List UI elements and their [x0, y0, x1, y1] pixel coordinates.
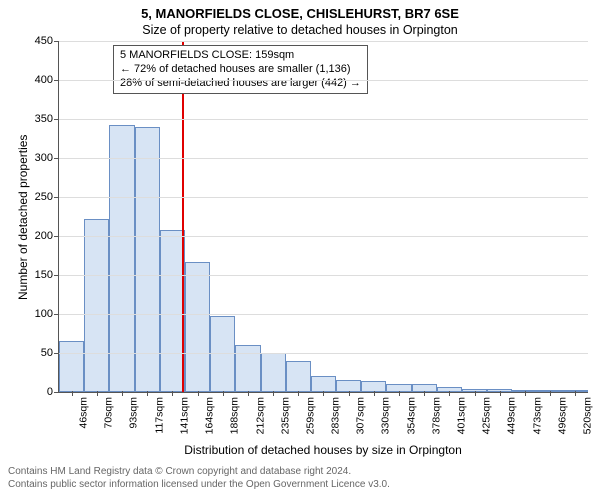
- bar: 354sqm: [386, 384, 411, 392]
- y-axis-label: Number of detached properties: [16, 135, 30, 300]
- x-tick-mark: [223, 391, 224, 396]
- x-tick-label: 378sqm: [430, 397, 442, 434]
- x-tick-mark: [298, 391, 299, 396]
- gridline: [59, 41, 588, 42]
- x-tick-mark: [147, 391, 148, 396]
- x-tick-label: 473sqm: [531, 397, 543, 434]
- gridline: [59, 197, 588, 198]
- annotation-line2: ← 72% of detached houses are smaller (1,…: [120, 63, 361, 77]
- bar: 401sqm: [437, 387, 462, 392]
- y-tick-label: 350: [35, 113, 59, 125]
- x-tick-mark: [97, 391, 98, 396]
- footer: Contains HM Land Registry data © Crown c…: [0, 457, 600, 491]
- x-tick-mark: [449, 391, 450, 396]
- chart-container: 5, MANORFIELDS CLOSE, CHISLEHURST, BR7 6…: [0, 0, 600, 500]
- x-tick-mark: [424, 391, 425, 396]
- x-tick-mark: [122, 391, 123, 396]
- x-tick-mark: [550, 391, 551, 396]
- bar: 449sqm: [487, 389, 512, 392]
- y-tick-label: 50: [41, 347, 59, 359]
- x-tick-label: 520sqm: [581, 397, 593, 434]
- x-tick-label: 141sqm: [178, 397, 190, 434]
- bar: 496sqm: [538, 390, 563, 392]
- bar: 283sqm: [311, 376, 336, 392]
- plot-area: 46sqm70sqm93sqm117sqm141sqm164sqm188sqm2…: [58, 41, 588, 393]
- bar: 259sqm: [286, 361, 311, 392]
- bar: 46sqm: [59, 341, 84, 392]
- y-tick-label: 400: [35, 74, 59, 86]
- x-tick-mark: [172, 391, 173, 396]
- x-tick-label: 212sqm: [254, 397, 266, 434]
- chart-title-sub: Size of property relative to detached ho…: [0, 21, 600, 41]
- y-tick-label: 150: [35, 269, 59, 281]
- x-tick-mark: [500, 391, 501, 396]
- x-tick-label: 164sqm: [204, 397, 216, 434]
- x-tick-label: 354sqm: [405, 397, 417, 434]
- bar: 93sqm: [109, 125, 134, 392]
- bar: 378sqm: [412, 384, 437, 392]
- y-tick-label: 0: [47, 386, 59, 398]
- chart-area: 46sqm70sqm93sqm117sqm141sqm164sqm188sqm2…: [58, 41, 588, 393]
- x-tick-mark: [475, 391, 476, 396]
- x-tick-label: 449sqm: [506, 397, 518, 434]
- x-tick-mark: [72, 391, 73, 396]
- bar: 70sqm: [84, 219, 109, 392]
- x-tick-label: 235sqm: [279, 397, 291, 434]
- bar: 188sqm: [210, 316, 235, 392]
- x-tick-mark: [374, 391, 375, 396]
- x-tick-label: 496sqm: [556, 397, 568, 434]
- bar: 164sqm: [185, 262, 210, 392]
- y-tick-label: 100: [35, 308, 59, 320]
- x-tick-label: 188sqm: [229, 397, 241, 434]
- x-tick-label: 283sqm: [329, 397, 341, 434]
- bar: 473sqm: [512, 390, 537, 392]
- x-tick-label: 330sqm: [380, 397, 392, 434]
- x-tick-label: 425sqm: [481, 397, 493, 434]
- x-tick-label: 307sqm: [355, 397, 367, 434]
- y-tick-label: 300: [35, 152, 59, 164]
- gridline: [59, 353, 588, 354]
- x-tick-mark: [525, 391, 526, 396]
- bar: 235sqm: [261, 353, 286, 392]
- bar: 520sqm: [563, 390, 588, 392]
- x-tick-label: 401sqm: [455, 397, 467, 434]
- gridline: [59, 314, 588, 315]
- bar: 425sqm: [462, 389, 487, 392]
- x-tick-label: 46sqm: [78, 397, 90, 429]
- gridline: [59, 119, 588, 120]
- annotation-box: 5 MANORFIELDS CLOSE: 159sqm ← 72% of det…: [113, 45, 368, 94]
- gridline: [59, 158, 588, 159]
- y-tick-label: 200: [35, 230, 59, 242]
- gridline: [59, 275, 588, 276]
- x-tick-label: 93sqm: [128, 397, 140, 429]
- x-tick-mark: [323, 391, 324, 396]
- footer-line1: Contains HM Land Registry data © Crown c…: [8, 465, 592, 478]
- chart-title-main: 5, MANORFIELDS CLOSE, CHISLEHURST, BR7 6…: [0, 0, 600, 21]
- x-tick-label: 259sqm: [304, 397, 316, 434]
- x-tick-mark: [575, 391, 576, 396]
- x-tick-label: 117sqm: [153, 397, 165, 434]
- x-tick-mark: [198, 391, 199, 396]
- bar: 307sqm: [336, 380, 361, 392]
- bar: 330sqm: [361, 381, 386, 392]
- x-tick-mark: [349, 391, 350, 396]
- footer-line2: Contains public sector information licen…: [8, 478, 592, 491]
- gridline: [59, 236, 588, 237]
- annotation-line3: 28% of semi-detached houses are larger (…: [120, 77, 361, 91]
- y-tick-label: 250: [35, 191, 59, 203]
- x-tick-mark: [248, 391, 249, 396]
- y-tick-label: 450: [35, 35, 59, 47]
- x-tick-mark: [273, 391, 274, 396]
- gridline: [59, 80, 588, 81]
- x-tick-label: 70sqm: [103, 397, 115, 429]
- annotation-line1: 5 MANORFIELDS CLOSE: 159sqm: [120, 49, 361, 63]
- x-axis-label: Distribution of detached houses by size …: [0, 443, 600, 457]
- x-tick-mark: [399, 391, 400, 396]
